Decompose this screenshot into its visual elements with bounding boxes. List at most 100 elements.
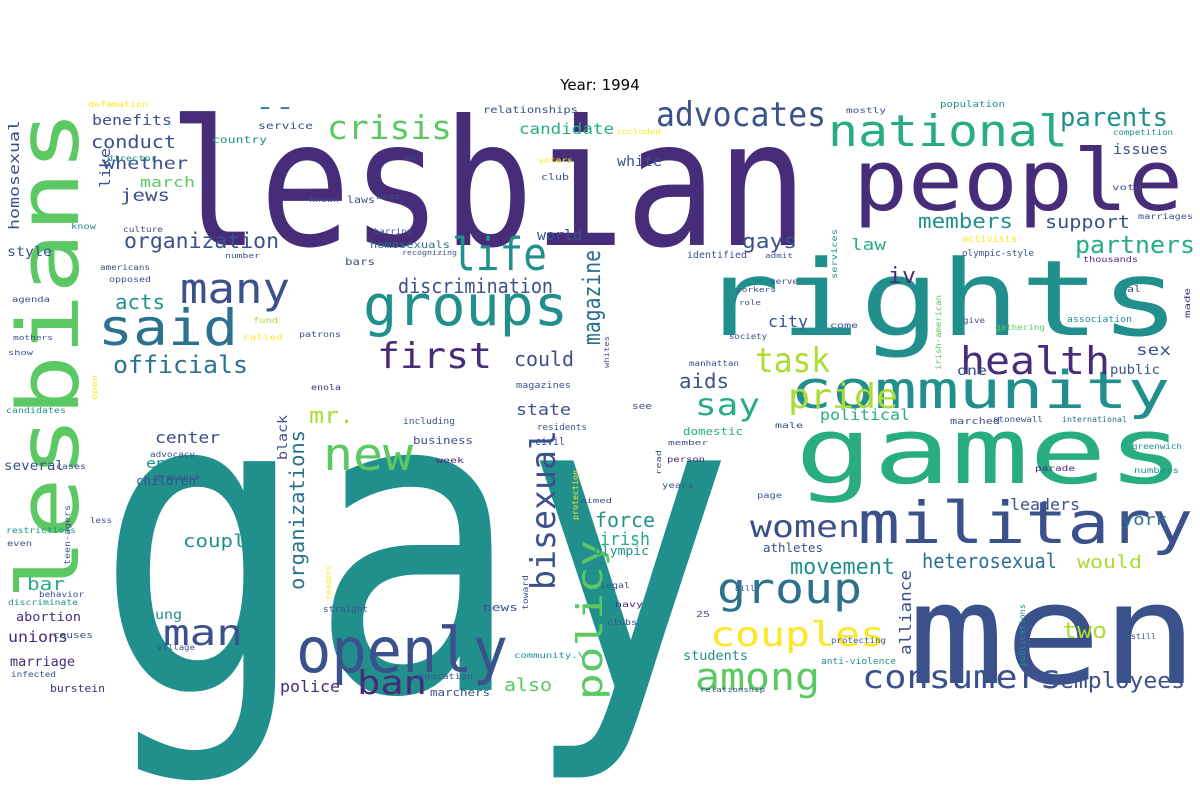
cloud-word: population xyxy=(940,100,1005,110)
cloud-word: readers xyxy=(324,565,333,600)
cloud-word: marched xyxy=(950,417,1000,427)
cloud-word: recognizing xyxy=(402,249,457,257)
cloud-word: movement xyxy=(790,555,895,580)
cloud-word: male xyxy=(775,421,803,430)
cloud-word: among xyxy=(695,655,820,699)
cloud-word: engage xyxy=(146,456,206,472)
cloud-word: policy xyxy=(570,540,611,700)
cloud-word: like xyxy=(98,148,114,188)
cloud-word: jews xyxy=(120,186,170,206)
cloud-word: national xyxy=(828,106,1068,157)
cloud-word: behavior xyxy=(39,590,84,599)
cloud-word: march xyxy=(140,175,195,191)
cloud-word: defamation xyxy=(88,100,148,109)
cloud-word: unions xyxy=(8,628,68,646)
cloud-word: people xyxy=(853,132,1183,231)
cloud-word: protection xyxy=(571,470,580,520)
cloud-word: 25 xyxy=(696,610,710,619)
cloud-word: life xyxy=(452,228,547,281)
cloud-word: military xyxy=(858,489,1193,557)
cloud-word: business xyxy=(413,434,473,447)
cloud-word: parents xyxy=(1060,103,1168,133)
cloud-word: bill xyxy=(735,584,755,593)
cloud-word: advocacy xyxy=(150,450,195,459)
cloud-word: navy xyxy=(615,600,643,609)
cloud-word: greenwich xyxy=(1132,442,1182,451)
cloud-word: serve xyxy=(770,277,798,286)
cloud-word: made xyxy=(1183,288,1192,318)
cloud-word: americans xyxy=(100,263,150,272)
cloud-word: still xyxy=(1131,632,1156,641)
cloud-word: -- xyxy=(255,95,295,120)
cloud-word: admit xyxy=(765,252,793,260)
cloud-word: yorkers xyxy=(736,286,776,294)
cloud-word: services xyxy=(830,229,839,279)
cloud-word: restrictions xyxy=(6,526,76,535)
cloud-word: world xyxy=(537,228,582,244)
cloud-word: give xyxy=(963,316,985,325)
cloud-word: olympic-style xyxy=(962,249,1034,259)
cloud-word: couple xyxy=(183,531,258,552)
cloud-word: marriage xyxy=(10,655,75,670)
cloud-word: white xyxy=(617,154,662,170)
cloud-word: international xyxy=(1062,415,1127,424)
cloud-word: director xyxy=(107,154,157,163)
cloud-word: publications xyxy=(1018,604,1027,666)
cloud-word: opposed xyxy=(109,275,151,284)
cloud-word: identified xyxy=(687,250,747,261)
cloud-word: one xyxy=(957,364,987,379)
cloud-word: known xyxy=(309,196,339,204)
cloud-word: lesbian xyxy=(168,84,808,287)
cloud-word: community xyxy=(790,361,1170,421)
cloud-word: also xyxy=(504,675,552,696)
cloud-word: residents xyxy=(537,423,587,433)
cloud-word: leaders xyxy=(1010,495,1080,514)
cloud-word: athletes xyxy=(763,541,823,555)
cloud-word: teen-agers xyxy=(63,505,72,565)
cloud-word: groups xyxy=(363,274,568,339)
cloud-word: fund xyxy=(253,316,278,325)
cloud-word: come xyxy=(830,321,858,330)
cloud-word: barring xyxy=(374,227,412,236)
cloud-word: advocates xyxy=(656,95,826,135)
cloud-word: including xyxy=(403,417,455,427)
cloud-word: straight xyxy=(323,605,368,615)
cloud-word: numbers xyxy=(1134,466,1179,475)
cloud-word: aimed xyxy=(580,497,612,505)
cloud-word: task xyxy=(755,341,830,381)
cloud-word: young xyxy=(137,608,182,623)
cloud-word: voters xyxy=(538,156,573,165)
cloud-word: games xyxy=(795,398,1185,505)
cloud-word: two xyxy=(1062,619,1107,644)
cloud-word: homosexual xyxy=(7,120,23,230)
cloud-word: heterosexual xyxy=(922,549,1057,573)
cloud-word: city xyxy=(768,312,808,331)
cloud-word: could xyxy=(514,347,574,371)
cloud-word: law xyxy=(851,235,886,254)
cloud-word: organization xyxy=(124,229,279,253)
cloud-word: york xyxy=(1122,510,1167,529)
cloud-word: read xyxy=(655,450,663,475)
cloud-word: state xyxy=(516,400,571,419)
cloud-word: style xyxy=(7,245,52,260)
cloud-word: irish-american xyxy=(934,295,943,370)
cloud-word: causes xyxy=(53,631,93,641)
cloud-word: manhattan xyxy=(689,359,739,368)
cloud-word: burstein xyxy=(50,682,105,695)
cloud-word: page xyxy=(757,491,782,500)
cloud-word: openly xyxy=(296,614,508,687)
cloud-word: women xyxy=(750,510,860,545)
cloud-word: sex xyxy=(1136,341,1171,359)
cloud-word: conduct xyxy=(91,132,176,153)
cloud-word: see xyxy=(632,402,652,412)
cloud-word: men xyxy=(908,554,1198,717)
cloud-word: force xyxy=(595,508,655,532)
cloud-word: anti-violence xyxy=(821,657,896,667)
cloud-word: said xyxy=(98,299,238,357)
cloud-word: iv xyxy=(888,264,916,289)
cloud-word: included xyxy=(616,128,661,136)
cloud-word: crisis xyxy=(327,108,452,147)
cloud-word: irish xyxy=(600,529,650,550)
cloud-word: domestic xyxy=(683,425,743,438)
